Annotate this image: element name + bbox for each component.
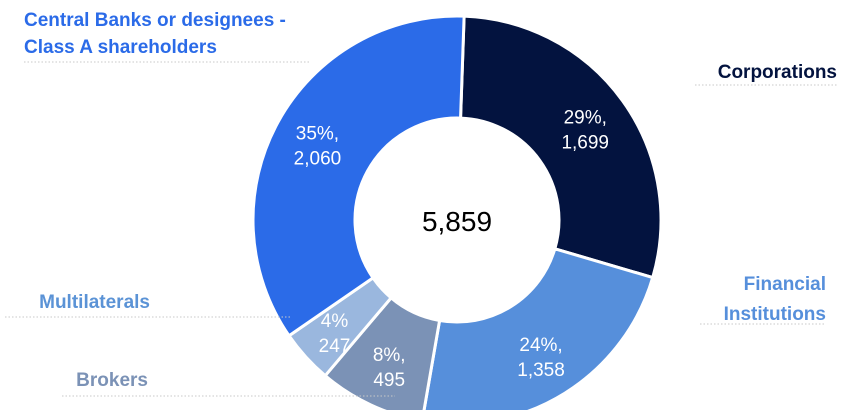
category-label: Brokers [76,370,148,391]
slice-financial-institutions [422,247,655,410]
total-label: 5,859 [422,206,492,237]
slice-value-label: 8%, 495 [373,345,406,391]
leader-lines [5,61,837,397]
slice-corporations [459,14,663,280]
slice-value-label: 24%, 1,358 [517,335,565,381]
slice-value-labels: 29%, 1,699 24%, 1,358 8%, 495 4% 247 35%, 2,060 [294,108,609,392]
category-label: Central Banks or designees -Class A shar… [24,10,286,58]
donut-slices [251,14,663,410]
slice-value-label: 29%, 1,699 [561,108,609,154]
category-labels: Corporations Financial Institutions Brokers… [24,10,837,391]
category-label: Corporations [718,62,837,83]
slice-central-banks-or-designees-class-a-shareholders [251,14,466,338]
slice-value-label: 4% 247 [319,311,351,357]
category-label: Multilaterals [39,292,150,313]
category-label: Financial Institutions [724,274,826,325]
slice-value-label: 35%, 2,060 [294,124,342,170]
